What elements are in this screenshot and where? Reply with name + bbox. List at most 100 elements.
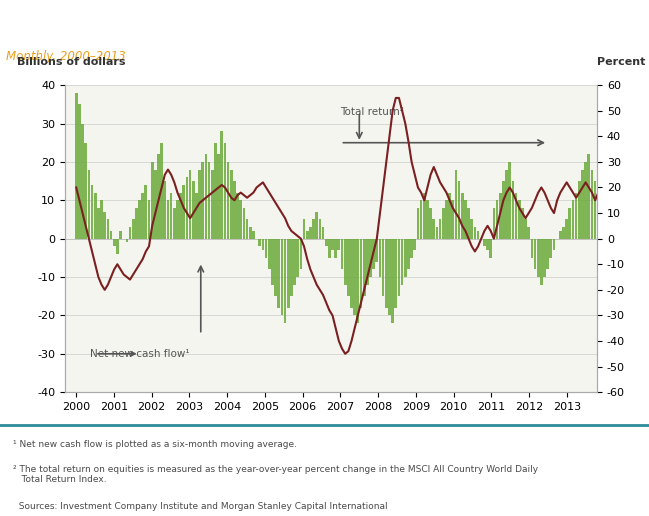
Bar [151,162,154,238]
Bar [265,238,267,258]
Bar [199,170,201,238]
Bar [233,181,236,238]
Bar [195,192,198,238]
Bar [395,238,397,308]
Bar [239,200,242,238]
Bar [540,238,543,285]
Bar [182,185,185,238]
Bar [502,181,505,238]
Bar [360,238,362,308]
Bar [477,231,480,238]
Bar [604,208,606,238]
Bar [154,170,156,238]
Bar [284,238,286,323]
Bar [537,238,539,277]
Bar [214,143,217,238]
Bar [167,200,169,238]
Bar [322,227,324,238]
Text: Billions of dollars: Billions of dollars [17,57,125,67]
Bar [559,231,561,238]
Bar [496,200,498,238]
Bar [410,238,413,258]
Bar [287,238,289,308]
Bar [562,227,565,238]
Bar [533,238,536,269]
Bar [530,238,533,258]
Bar [91,185,93,238]
Bar [439,219,441,238]
Bar [584,162,587,238]
Bar [262,238,264,250]
Bar [413,238,416,250]
Bar [366,238,369,285]
Bar [356,238,359,323]
Bar [132,219,134,238]
Bar [417,208,419,238]
Bar [594,181,596,238]
Bar [224,143,227,238]
Bar [426,200,429,238]
Bar [148,200,151,238]
Bar [81,123,84,238]
Bar [369,238,372,277]
Bar [528,227,530,238]
Bar [398,238,400,296]
Bar [378,238,382,277]
Bar [227,162,230,238]
Bar [186,178,188,238]
Bar [221,131,223,238]
Bar [423,192,426,238]
Bar [391,238,394,323]
Bar [461,192,463,238]
Bar [543,238,546,277]
Text: ² The total return on equities is measured as the year-over-year percent change : ² The total return on equities is measur… [13,465,538,485]
Bar [448,192,451,238]
Bar [334,238,337,258]
Bar [208,162,210,238]
Bar [505,170,508,238]
Bar [376,238,378,262]
Bar [518,200,520,238]
Bar [429,208,432,238]
Bar [511,181,514,238]
Bar [306,231,308,238]
Bar [106,219,109,238]
Bar [75,93,78,238]
Bar [407,238,410,269]
Bar [103,212,106,238]
Text: Net New Cash Flow to Equity Funds Is Related to World Equity Returns: Net New Cash Flow to Equity Funds Is Rel… [6,16,536,29]
Bar [486,238,489,250]
Bar [420,200,422,238]
Bar [454,170,458,238]
Bar [493,208,495,238]
Bar [331,238,334,250]
Bar [553,238,556,250]
Bar [157,154,160,238]
Bar [135,208,138,238]
Bar [236,192,239,238]
Bar [170,192,173,238]
Bar [435,227,438,238]
Bar [471,219,473,238]
Bar [280,238,283,315]
Bar [204,154,207,238]
Bar [94,192,97,238]
Bar [572,200,574,238]
Bar [508,162,511,238]
Text: Net new cash flow¹: Net new cash flow¹ [90,349,190,359]
Bar [597,192,600,238]
Bar [347,238,350,296]
Bar [119,231,122,238]
Bar [521,208,524,238]
Bar [230,170,232,238]
Bar [344,238,347,285]
Bar [300,238,302,269]
Bar [489,238,492,258]
Bar [350,238,353,308]
Bar [591,170,593,238]
Bar [483,238,485,246]
Bar [258,238,261,246]
Bar [145,185,147,238]
Bar [141,192,144,238]
Bar [401,238,404,285]
